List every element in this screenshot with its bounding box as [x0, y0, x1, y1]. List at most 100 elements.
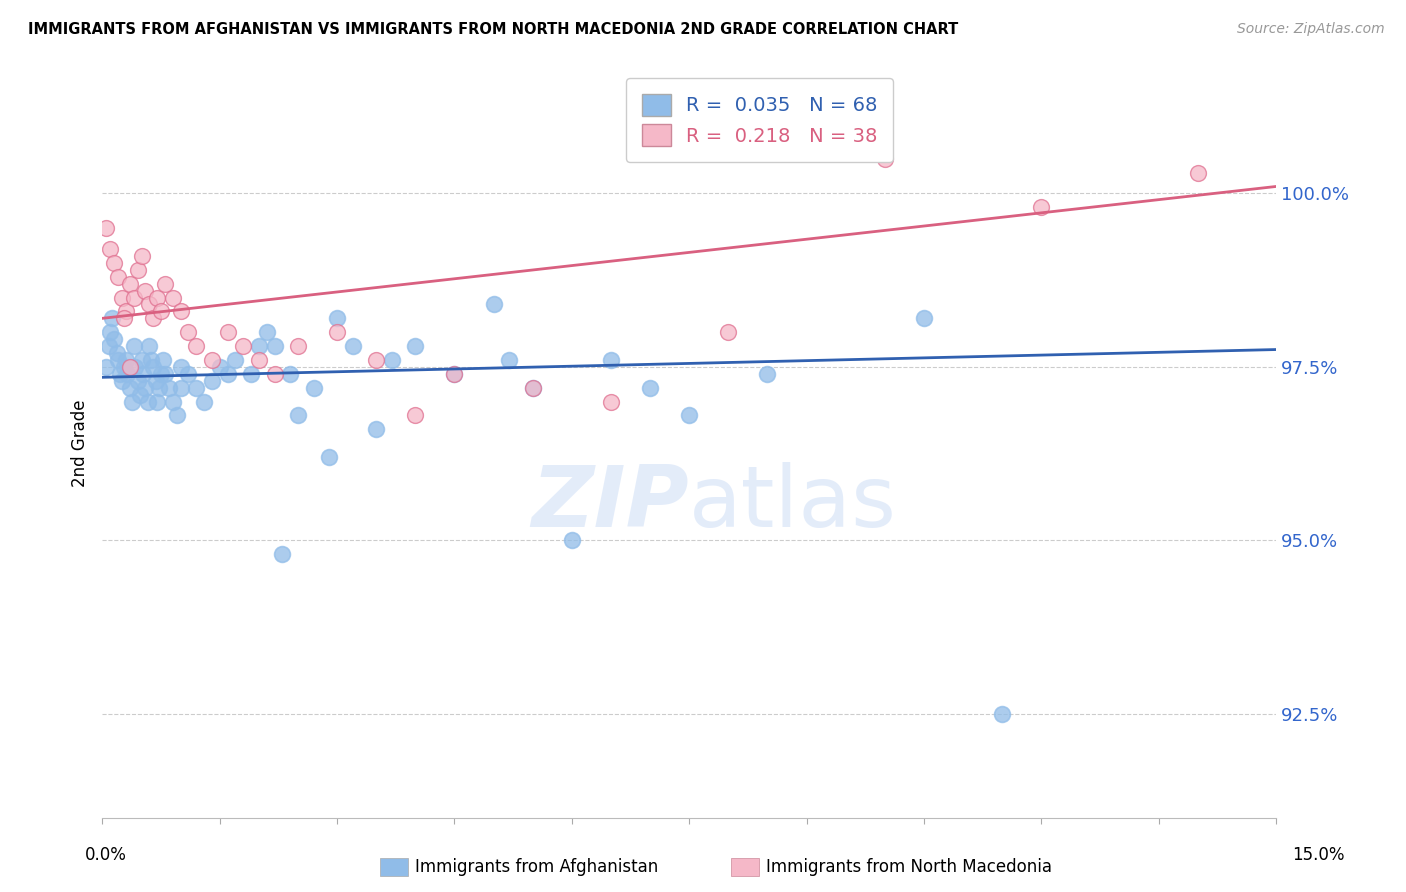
Point [103, 332, 125, 346]
Point [139, 353, 162, 368]
Point [177, 367, 200, 381]
Point [162, 394, 184, 409]
Point [166, 409, 188, 423]
Point [522, 381, 544, 395]
Point [121, 394, 143, 409]
Point [122, 339, 145, 353]
Text: IMMIGRANTS FROM AFGHANISTAN VS IMMIGRANTS FROM NORTH MACEDONIA 2ND GRADE CORRELA: IMMIGRANTS FROM AFGHANISTAN VS IMMIGRANT… [28, 22, 959, 37]
Point [150, 367, 173, 381]
Point [118, 277, 141, 291]
Point [193, 394, 215, 409]
Point [287, 339, 309, 353]
Point [107, 353, 129, 368]
Point [600, 353, 623, 368]
Point [142, 359, 165, 374]
Point [186, 381, 208, 395]
Point [561, 533, 583, 548]
Point [342, 339, 364, 353]
Point [127, 374, 149, 388]
Point [134, 381, 156, 395]
Point [134, 284, 156, 298]
Point [111, 291, 134, 305]
Point [756, 367, 779, 381]
Point [443, 367, 465, 381]
Point [404, 409, 426, 423]
Point [138, 297, 160, 311]
Point [169, 359, 191, 374]
Point [177, 325, 200, 339]
Point [117, 367, 139, 381]
Point [217, 367, 239, 381]
Text: Source: ZipAtlas.com: Source: ZipAtlas.com [1237, 22, 1385, 37]
Point [201, 374, 224, 388]
Point [381, 353, 404, 368]
Point [302, 381, 325, 395]
Point [153, 367, 176, 381]
Point [107, 269, 129, 284]
Point [1187, 166, 1209, 180]
Point [112, 359, 135, 374]
Point [318, 450, 340, 464]
Point [111, 374, 134, 388]
Text: Immigrants from Afghanistan: Immigrants from Afghanistan [415, 858, 658, 876]
Point [287, 409, 309, 423]
Point [148, 381, 170, 395]
Point [98, 325, 121, 339]
Point [263, 367, 285, 381]
Point [638, 381, 661, 395]
Point [1031, 200, 1053, 214]
Point [326, 311, 349, 326]
Point [256, 325, 278, 339]
Point [138, 339, 160, 353]
Point [150, 304, 173, 318]
Point [208, 359, 231, 374]
Point [873, 152, 896, 166]
Point [522, 381, 544, 395]
Point [132, 367, 155, 381]
Point [142, 311, 165, 326]
Text: 15.0%: 15.0% [1292, 846, 1346, 863]
Point [124, 359, 146, 374]
Point [105, 346, 128, 360]
Point [97, 339, 120, 353]
Text: Immigrants from North Macedonia: Immigrants from North Macedonia [766, 858, 1052, 876]
Point [271, 547, 294, 561]
Point [247, 353, 270, 368]
Point [717, 325, 740, 339]
Point [122, 291, 145, 305]
Point [146, 394, 169, 409]
Point [145, 374, 167, 388]
Legend: R =  0.035   N = 68, R =  0.218   N = 38: R = 0.035 N = 68, R = 0.218 N = 38 [626, 78, 893, 162]
Point [157, 381, 180, 395]
Point [96, 359, 118, 374]
Text: atlas: atlas [689, 462, 897, 545]
Point [108, 367, 131, 381]
Point [912, 311, 935, 326]
Point [217, 325, 239, 339]
Point [482, 297, 505, 311]
Point [118, 359, 141, 374]
Point [326, 325, 349, 339]
Point [366, 422, 388, 436]
Text: 0.0%: 0.0% [84, 846, 127, 863]
Point [278, 367, 301, 381]
Point [263, 339, 285, 353]
Point [678, 409, 700, 423]
Point [169, 304, 191, 318]
Point [186, 339, 208, 353]
Point [101, 311, 124, 326]
Point [240, 367, 263, 381]
Point [112, 311, 135, 326]
Point [169, 381, 191, 395]
Point [600, 394, 623, 409]
Point [115, 304, 138, 318]
Point [131, 249, 153, 263]
Point [991, 706, 1014, 721]
Point [136, 394, 159, 409]
Point [162, 291, 184, 305]
Point [115, 353, 138, 368]
Point [404, 339, 426, 353]
Y-axis label: 2nd Grade: 2nd Grade [72, 400, 89, 487]
Point [201, 353, 224, 368]
Point [366, 353, 388, 368]
